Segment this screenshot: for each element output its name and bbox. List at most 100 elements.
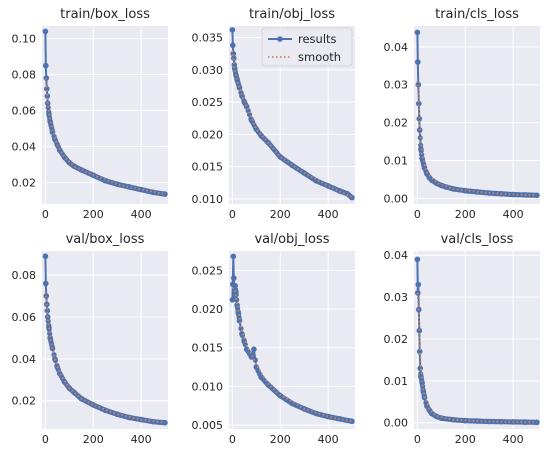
results-point [251,346,257,353]
chart-panel: 0 200 400 0.005 0.010 0.015 0.020 0.025 val/obj_… [192,232,355,446]
y-tick-label: 0.025 [192,264,224,277]
results-point [54,141,61,148]
results-point [231,275,237,281]
results-point [258,374,264,380]
x-tick-label: 200 [270,433,291,446]
x-tick-label: 200 [83,433,104,446]
chart-panel: 0 200 400 0.02 0.04 0.06 0.08 val/box_loss [12,232,168,446]
results-point [414,256,421,263]
results-point [229,297,236,303]
y-tick-label: 0.015 [192,342,224,355]
x-tick-label: 400 [503,433,524,446]
results-point [415,81,422,88]
panel-title: train/box_loss [60,7,150,22]
results-point [253,364,260,370]
results-point [45,105,51,111]
results-point [233,289,239,295]
results-point [416,348,423,355]
results-point [46,324,52,331]
results-point [52,136,58,143]
results-point [248,354,255,360]
results-point [66,159,73,166]
results-point [438,415,445,421]
results-point [325,413,332,420]
y-tick-label: 0.020 [192,128,224,141]
results-point [231,65,238,72]
y-tick-label: 0.10 [12,33,37,46]
results-point [51,352,57,358]
results-point [428,410,435,417]
y-tick-label: 0.04 [384,249,409,262]
results-point [418,373,424,380]
results-point [419,380,425,386]
y-tick-label: 0.03 [384,79,409,92]
y-tick-label: 0.04 [384,41,409,54]
results-point [232,283,238,289]
results-point [43,280,49,287]
x-tick-label: 0 [414,208,421,221]
y-tick-label: 0.015 [192,161,224,174]
results-point [414,29,421,36]
y-tick-label: 0.08 [12,269,37,282]
results-point [416,100,422,107]
y-tick-label: 0.005 [192,419,224,432]
results-point [234,297,240,303]
results-point [239,331,245,337]
results-point [231,55,237,61]
results-point [42,28,49,35]
results-point [344,190,351,197]
results-point [56,147,63,153]
results-point [44,307,51,314]
results-point [45,318,51,324]
plot-area [42,251,168,429]
y-tick-label: 0.010 [192,380,224,393]
y-tick-label: 0.04 [12,140,37,153]
panel-title: train/obj_loss [249,7,335,22]
results-point [43,62,49,69]
results-point [349,194,355,201]
results-point [138,186,144,193]
smooth-line [416,292,537,424]
results-point [47,331,53,337]
x-tick-label: 0 [42,208,49,221]
y-tick-label: 0.030 [192,64,224,77]
y-tick-label: 0.00 [384,192,409,205]
results-point [415,59,421,65]
x-tick-label: 400 [131,433,152,446]
plot-area [414,26,540,204]
x-tick-label: 200 [83,208,104,221]
chart-panel: 0 200 400 0.02 0.04 0.06 0.08 0.10 train/box_los… [12,7,168,221]
results-point [337,416,343,422]
results-point [349,418,355,425]
results-point [428,177,435,183]
results-point [47,335,53,341]
x-tick-label: 400 [131,208,152,221]
y-tick-label: 0.08 [12,69,37,82]
y-tick-label: 0.06 [12,311,37,324]
smooth-line [231,286,353,423]
x-tick-label: 200 [455,208,476,221]
y-tick-label: 0.03 [384,291,409,304]
results-point [42,253,49,259]
panel-title: val/cls_loss [441,232,514,247]
y-tick-label: 0.00 [384,417,409,430]
results-point [229,27,236,33]
y-tick-label: 0.02 [12,176,37,189]
y-tick-label: 0.01 [384,375,409,388]
plot-area [229,251,355,429]
x-tick-label: 200 [455,433,476,446]
y-tick-label: 0.02 [384,333,409,346]
y-tick-label: 0.025 [192,96,224,109]
smooth-line [44,291,166,424]
y-tick-label: 0.020 [192,303,224,316]
plot-area [42,26,168,204]
results-point [102,177,108,184]
x-tick-label: 0 [229,208,236,221]
results-point [421,165,428,171]
results-point [126,184,132,190]
y-tick-label: 0.035 [192,32,224,45]
y-tick-label: 0.01 [384,154,409,167]
results-point [44,93,51,99]
